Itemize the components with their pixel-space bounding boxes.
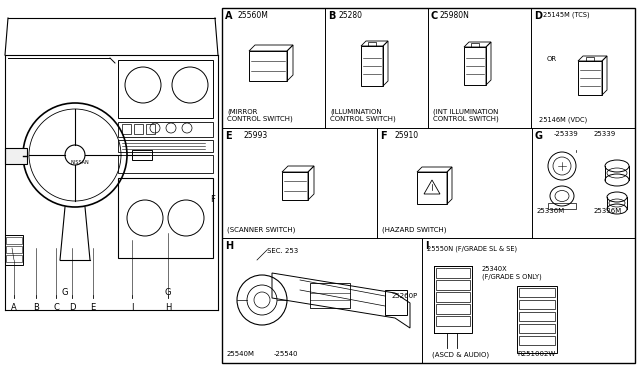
Text: NISSAN: NISSAN	[70, 160, 89, 165]
Text: OR: OR	[547, 56, 557, 62]
Bar	[249, 51, 287, 81]
Text: D: D	[68, 303, 76, 312]
Text: H: H	[225, 241, 233, 251]
Bar	[464, 47, 486, 85]
Text: SEC. 253: SEC. 253	[267, 248, 298, 254]
Bar	[436, 292, 470, 302]
Bar	[578, 61, 602, 95]
Text: E: E	[90, 303, 95, 312]
Bar	[519, 288, 555, 297]
Bar	[436, 268, 470, 278]
Text: C: C	[431, 11, 438, 21]
Bar	[118, 178, 213, 258]
Text: H: H	[165, 303, 171, 312]
Bar	[519, 300, 555, 309]
Text: -25540: -25540	[274, 351, 298, 357]
Bar	[519, 336, 555, 345]
Text: I: I	[131, 303, 133, 312]
Text: (SCANNER SWITCH): (SCANNER SWITCH)	[227, 226, 296, 232]
Text: 25280: 25280	[339, 11, 363, 20]
Bar	[434, 266, 472, 333]
Text: 25550N (F/GRADE SL & SE): 25550N (F/GRADE SL & SE)	[427, 246, 517, 253]
Text: (MIRROR
CONTROL SWITCH): (MIRROR CONTROL SWITCH)	[227, 108, 292, 122]
Text: 25146M (VDC): 25146M (VDC)	[539, 116, 588, 122]
Bar	[5, 148, 27, 164]
Bar	[519, 312, 555, 321]
Bar	[471, 43, 479, 47]
Bar	[5, 235, 23, 265]
Text: 25993: 25993	[244, 131, 268, 140]
Text: D: D	[534, 11, 542, 21]
Text: 25260P: 25260P	[392, 293, 419, 299]
Bar	[118, 122, 213, 137]
Bar	[361, 46, 383, 86]
Text: A: A	[11, 303, 17, 312]
Bar	[118, 60, 213, 118]
Text: F: F	[211, 195, 216, 204]
Text: G: G	[164, 288, 172, 297]
Text: (INT ILLUMINATION
CONTROL SWITCH): (INT ILLUMINATION CONTROL SWITCH)	[433, 108, 499, 122]
Text: 25336M: 25336M	[594, 208, 622, 214]
Bar	[6, 237, 22, 244]
Bar	[519, 324, 555, 333]
Text: G: G	[535, 131, 543, 141]
Text: 25910: 25910	[395, 131, 419, 140]
Text: (ASCD & AUDIO): (ASCD & AUDIO)	[432, 351, 489, 357]
Bar	[134, 124, 143, 134]
Bar	[436, 280, 470, 290]
Text: 25339: 25339	[594, 131, 616, 137]
Bar	[118, 140, 213, 152]
Bar	[118, 155, 213, 173]
Text: A: A	[225, 11, 232, 21]
Bar	[586, 57, 594, 61]
Text: B: B	[33, 303, 39, 312]
Text: 25145M (TCS): 25145M (TCS)	[543, 11, 589, 17]
Bar	[222, 8, 635, 363]
Text: R251002W: R251002W	[517, 351, 556, 357]
Bar	[517, 286, 557, 353]
Text: 25540M: 25540M	[227, 351, 255, 357]
Bar	[385, 290, 407, 315]
Text: 25560M: 25560M	[237, 11, 268, 20]
Text: (ILLUMINATION
CONTROL SWITCH): (ILLUMINATION CONTROL SWITCH)	[330, 108, 396, 122]
Text: -25339: -25339	[554, 131, 579, 137]
Bar	[146, 124, 155, 134]
Text: 25980N: 25980N	[440, 11, 470, 20]
Bar	[310, 283, 350, 308]
Bar	[6, 255, 22, 262]
Text: B: B	[328, 11, 335, 21]
Text: E: E	[225, 131, 232, 141]
Bar	[436, 304, 470, 314]
Bar	[436, 316, 470, 326]
Text: F: F	[380, 131, 387, 141]
Text: I: I	[425, 241, 429, 251]
Bar	[368, 42, 376, 46]
Bar	[282, 172, 308, 200]
Bar	[122, 124, 131, 134]
Text: C: C	[53, 303, 59, 312]
Text: 25340X
(F/GRADE S ONLY): 25340X (F/GRADE S ONLY)	[482, 266, 541, 279]
Text: 25336M: 25336M	[537, 208, 565, 214]
Bar	[6, 246, 22, 253]
Text: (HAZARD SWITCH): (HAZARD SWITCH)	[382, 226, 447, 232]
Bar	[548, 203, 576, 209]
Text: G: G	[61, 288, 68, 297]
Bar	[132, 150, 152, 160]
Bar	[417, 172, 447, 204]
